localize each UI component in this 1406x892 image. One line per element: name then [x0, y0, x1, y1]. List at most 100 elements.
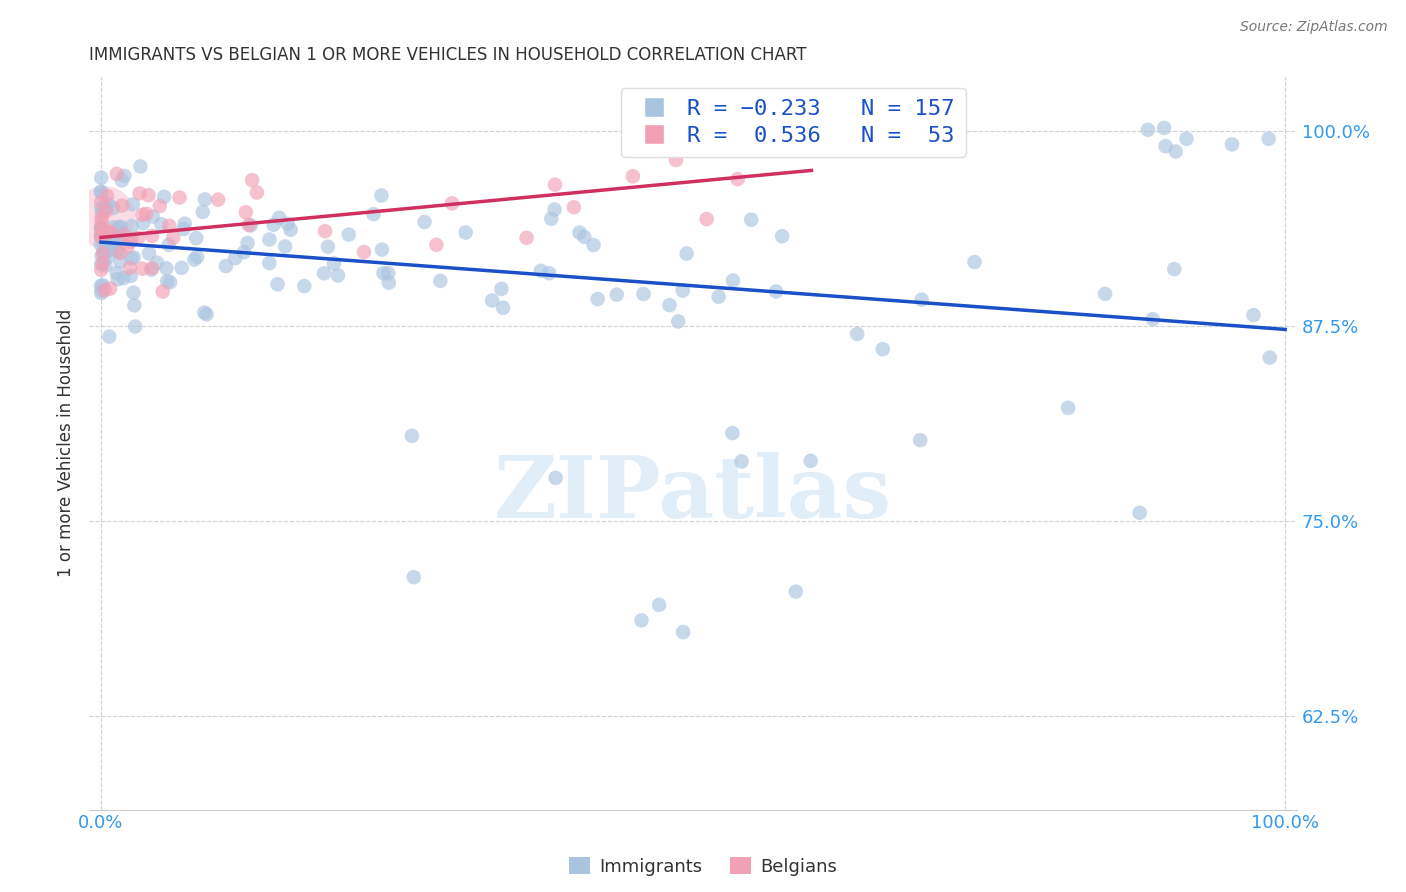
Point	[326, 268, 349, 283]
Point	[152, 285, 174, 299]
Point	[562, 200, 585, 214]
Point	[633, 287, 655, 301]
Point	[606, 287, 628, 301]
Point	[117, 239, 139, 253]
Point	[441, 196, 464, 211]
Point	[97, 250, 120, 264]
Point	[90, 186, 112, 200]
Point	[277, 217, 299, 231]
Point	[1243, 308, 1265, 322]
Point	[101, 242, 124, 256]
Point	[91, 230, 114, 244]
Point	[207, 193, 229, 207]
Point	[718, 129, 741, 144]
Point	[97, 196, 120, 211]
Point	[97, 242, 120, 256]
Point	[425, 238, 447, 252]
Point	[1220, 137, 1243, 152]
Point	[120, 268, 142, 283]
Point	[159, 275, 181, 289]
Point	[1164, 145, 1187, 159]
Point	[292, 279, 315, 293]
Point	[91, 246, 114, 260]
Point	[259, 256, 281, 270]
Point	[1154, 139, 1177, 153]
Point	[101, 235, 124, 250]
Point	[173, 217, 195, 231]
Point	[872, 342, 894, 356]
Text: Source: ZipAtlas.com: Source: ZipAtlas.com	[1240, 20, 1388, 34]
Point	[157, 219, 180, 233]
Y-axis label: 1 or more Vehicles in Household: 1 or more Vehicles in Household	[58, 310, 75, 577]
Point	[90, 220, 112, 235]
Point	[544, 178, 567, 192]
Point	[194, 192, 217, 206]
Point	[121, 252, 143, 266]
Point	[153, 190, 176, 204]
Point	[236, 236, 259, 251]
Point	[135, 207, 157, 221]
Point	[90, 284, 112, 298]
Point	[97, 225, 120, 239]
Point	[1153, 120, 1175, 135]
Point	[696, 212, 718, 227]
Legend: R = −0.233   N = 157, R =  0.536   N =  53: R = −0.233 N = 157, R = 0.536 N = 53	[620, 88, 966, 157]
Point	[481, 293, 503, 308]
Point	[129, 160, 152, 174]
Point	[90, 237, 112, 252]
Point	[727, 172, 749, 186]
Point	[169, 190, 191, 204]
Point	[114, 169, 136, 183]
Point	[785, 584, 807, 599]
Point	[274, 239, 297, 253]
Point	[107, 244, 129, 259]
Point	[664, 144, 686, 158]
Point	[120, 235, 142, 249]
Point	[122, 285, 145, 300]
Point	[97, 236, 120, 251]
Point	[90, 195, 112, 210]
Point	[141, 228, 163, 243]
Point	[157, 238, 180, 252]
Point	[107, 272, 129, 286]
Point	[90, 210, 112, 224]
Point	[90, 213, 112, 227]
Text: IMMIGRANTS VS BELGIAN 1 OR MORE VEHICLES IN HOUSEHOLD CORRELATION CHART: IMMIGRANTS VS BELGIAN 1 OR MORE VEHICLES…	[89, 46, 807, 64]
Point	[246, 186, 269, 200]
Point	[193, 305, 215, 319]
Point	[90, 257, 112, 271]
Legend: Immigrants, Belgians: Immigrants, Belgians	[561, 850, 845, 883]
Point	[90, 262, 112, 277]
Point	[90, 220, 112, 235]
Point	[96, 203, 118, 218]
Point	[266, 277, 288, 292]
Point	[1175, 132, 1198, 146]
Point	[1257, 132, 1279, 146]
Point	[138, 246, 160, 260]
Point	[269, 211, 291, 225]
Point	[101, 220, 124, 235]
Point	[263, 218, 285, 232]
Point	[910, 293, 932, 307]
Point	[378, 276, 401, 290]
Point	[1136, 123, 1159, 137]
Point	[93, 210, 115, 224]
Point	[1163, 262, 1185, 277]
Point	[124, 298, 146, 312]
Point	[100, 235, 122, 249]
Point	[155, 261, 177, 276]
Point	[740, 212, 762, 227]
Point	[215, 259, 238, 273]
Text: ZIPatlas: ZIPatlas	[494, 452, 891, 536]
Point	[648, 598, 671, 612]
Point	[658, 298, 681, 312]
Point	[127, 231, 149, 245]
Point	[491, 282, 513, 296]
Point	[90, 285, 112, 300]
Point	[401, 429, 423, 443]
Point	[675, 246, 697, 260]
Point	[132, 216, 155, 230]
Point	[574, 230, 596, 244]
Point	[492, 301, 515, 315]
Point	[98, 281, 121, 295]
